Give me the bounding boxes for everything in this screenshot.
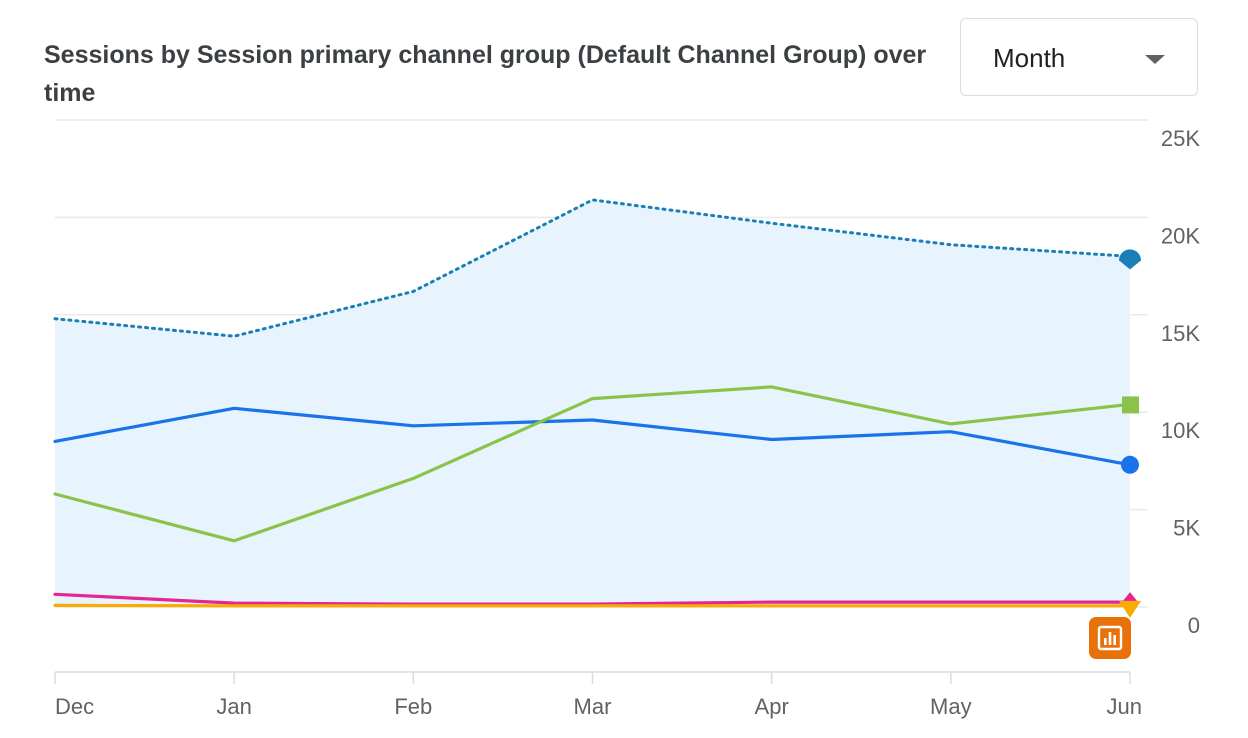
y-tick-label: 15K (1161, 321, 1200, 346)
x-tick-label: Feb (394, 694, 432, 719)
y-tick-label: 5K (1173, 516, 1200, 541)
x-tick-label: Dec (55, 694, 94, 719)
series-end-marker-green[interactable] (1122, 396, 1139, 414)
series-line-total[interactable] (53, 198, 1132, 338)
granularity-dropdown[interactable]: Month (960, 18, 1198, 96)
series-line-green[interactable] (53, 385, 1132, 543)
x-axis: Dec Jan Feb Mar Apr May Jun (54, 671, 1142, 719)
chevron-down-icon[interactable] (1145, 55, 1165, 64)
chart-title: Sessions by Session primary channel grou… (44, 41, 927, 107)
area-layer (55, 199, 1130, 607)
x-tick-label: Mar (574, 694, 612, 719)
x-tick-label: May (930, 694, 972, 719)
granularity-selected-value: Month (993, 43, 1066, 73)
series-line-pink[interactable] (53, 592, 1132, 606)
y-axis: 0 5K 10K 15K 20K 25K (1161, 126, 1200, 638)
y-tick-label: 0 (1188, 613, 1200, 638)
insights-button[interactable] (1089, 617, 1131, 659)
x-tick-label: Jan (216, 694, 251, 719)
series-end-marker-yellow[interactable] (1119, 600, 1141, 618)
series-line-blue[interactable] (53, 406, 1132, 467)
x-tick-label: Jun (1107, 694, 1142, 719)
y-tick-label: 20K (1161, 223, 1200, 248)
y-tick-label: 10K (1161, 418, 1200, 443)
y-tick-label: 25K (1161, 126, 1200, 151)
series-layer (53, 198, 1132, 608)
marker-layer (1119, 249, 1141, 618)
series-end-marker-total[interactable] (1119, 249, 1141, 270)
x-tick-label: Apr (755, 694, 789, 719)
bar-chart-icon (1097, 625, 1123, 651)
series-area-total (55, 199, 1130, 607)
series-end-marker-blue[interactable] (1121, 455, 1139, 474)
